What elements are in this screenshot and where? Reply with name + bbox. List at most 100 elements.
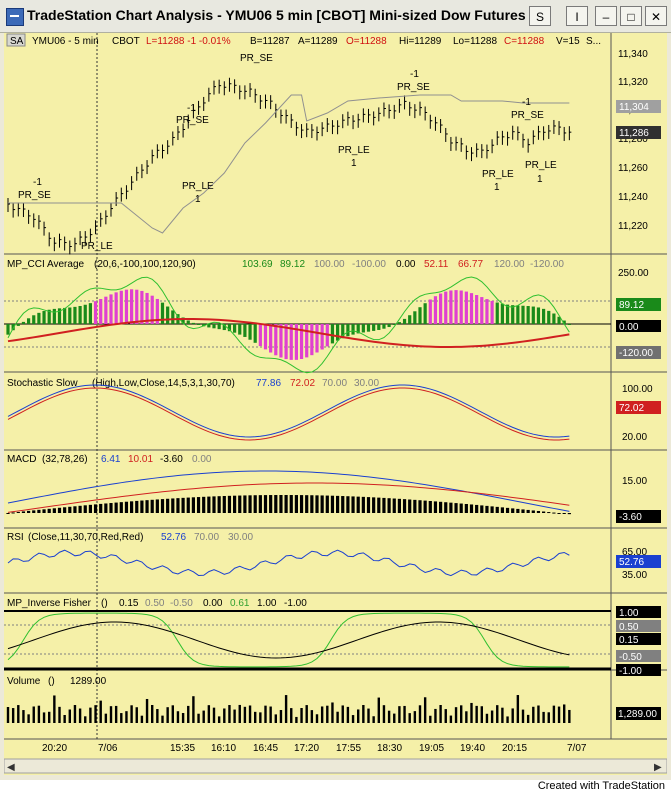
s-button[interactable]: S: [529, 6, 551, 26]
volume-bar: [490, 710, 494, 723]
cci-bar: [330, 324, 335, 344]
macd-bar: [176, 498, 180, 513]
signal-label: PR_SE: [176, 115, 209, 126]
volume-bar: [434, 708, 437, 723]
macd-bar: [212, 496, 216, 513]
scroll-left-icon[interactable]: ◀: [7, 762, 15, 773]
macd-bar: [191, 497, 195, 513]
horizontal-scrollbar[interactable]: [4, 758, 667, 774]
cci-axis-label: 250.00: [618, 268, 649, 279]
macd-bar: [542, 511, 546, 513]
volume-bar: [377, 697, 380, 723]
title-bar[interactable]: TradeStation Chart Analysis - YMU06 5 mi…: [0, 0, 671, 33]
cci-bar: [439, 293, 443, 324]
cci-bar: [547, 310, 551, 324]
macd-bar: [341, 496, 345, 513]
cci-bar: [88, 303, 92, 324]
time-label: 7/07: [567, 743, 587, 754]
rsi-tag: [616, 555, 661, 568]
macd-bar: [402, 499, 407, 513]
macd-bar: [449, 502, 453, 513]
volume-bar: [27, 714, 30, 723]
cci-bar: [433, 296, 438, 324]
cci-bar: [526, 306, 530, 324]
symbol-label: YMU06 - 5 min: [32, 36, 99, 47]
macd-bar: [490, 506, 494, 513]
macd-bar: [119, 502, 123, 513]
volume-bar: [238, 704, 241, 723]
macd-bar: [557, 513, 561, 514]
macd-bar: [186, 497, 190, 513]
fisher-value: 0.00: [203, 598, 223, 609]
volume-bar: [336, 711, 339, 723]
volume-tag-text: 1,289.00: [618, 709, 657, 720]
cci-bar: [444, 291, 448, 324]
macd-bar: [521, 509, 525, 513]
cci-bar: [145, 292, 149, 324]
cci-bar: [99, 298, 103, 324]
chart-canvas[interactable]: SA YMU06 - 5 min CBOT L=11288 -1 -0.01% …: [4, 33, 667, 775]
signal-label: PR_SE: [18, 190, 51, 201]
macd-bar: [351, 496, 355, 513]
cci-bar: [289, 324, 293, 360]
stoch-title: Stochastic Slow: [7, 378, 78, 389]
cci-bar: [284, 324, 288, 360]
fisher-value: 0.50: [145, 598, 165, 609]
macd-bar: [269, 495, 273, 513]
cci-bar: [464, 291, 468, 324]
macd-bar: [124, 501, 129, 513]
cci-bar: [155, 298, 159, 324]
cci-bar: [408, 315, 412, 324]
macd-bar: [27, 510, 31, 513]
rsi-line: [7, 549, 570, 577]
cci-bar: [135, 289, 139, 324]
close-button[interactable]: ✕: [645, 6, 667, 26]
macd-bar: [475, 504, 479, 513]
maximize-button[interactable]: □: [620, 6, 642, 26]
volume-bar: [22, 710, 25, 723]
volume-bar: [53, 695, 56, 723]
volume-bar: [413, 711, 417, 723]
volume-bar: [362, 705, 365, 723]
volume-bar: [449, 715, 453, 723]
minimize-button[interactable]: –: [595, 6, 617, 26]
rsi-value: 30.00: [228, 532, 253, 543]
volume-bar: [104, 713, 108, 723]
volume-bar: [161, 715, 164, 723]
volume-bar: [73, 705, 77, 723]
scroll-right-icon[interactable]: ▶: [654, 762, 662, 773]
fisher-value: 1.00: [257, 598, 277, 609]
macd-bar: [346, 496, 350, 513]
volume-bar: [480, 706, 483, 723]
signal-qty: 1: [494, 182, 500, 193]
fisher-tag-text: 0.50: [619, 622, 639, 633]
cci-bar: [279, 324, 283, 358]
chart-area[interactable]: SA YMU06 - 5 min CBOT L=11288 -1 -0.01% …: [4, 33, 667, 775]
macd-bar: [284, 495, 288, 513]
cci-bar: [78, 305, 82, 324]
cci-bar: [454, 290, 458, 324]
volume-bar: [563, 704, 566, 723]
volume-bar: [181, 713, 185, 723]
volume-bar: [11, 708, 15, 723]
macd-tag-text: -3.60: [619, 512, 642, 523]
volume-bar: [68, 709, 71, 723]
sa-badge[interactable]: [6, 33, 26, 47]
volume-bar: [537, 705, 540, 723]
volume-bar: [171, 705, 174, 723]
macd-tag: [616, 510, 661, 523]
cci-bar: [562, 320, 566, 324]
macd-bar: [248, 495, 252, 513]
macd-bar: [562, 513, 566, 514]
macd-bar: [63, 507, 67, 513]
volume-bar: [300, 708, 303, 723]
macd-bar: [567, 513, 571, 515]
extra-label: S...: [586, 36, 601, 47]
macd-bar: [536, 510, 541, 513]
cci-bar: [413, 311, 417, 324]
stoch-slow-line: [7, 387, 570, 441]
i-button[interactable]: I: [566, 6, 588, 26]
cci-bar: [336, 324, 340, 341]
cci-bar: [469, 293, 474, 324]
